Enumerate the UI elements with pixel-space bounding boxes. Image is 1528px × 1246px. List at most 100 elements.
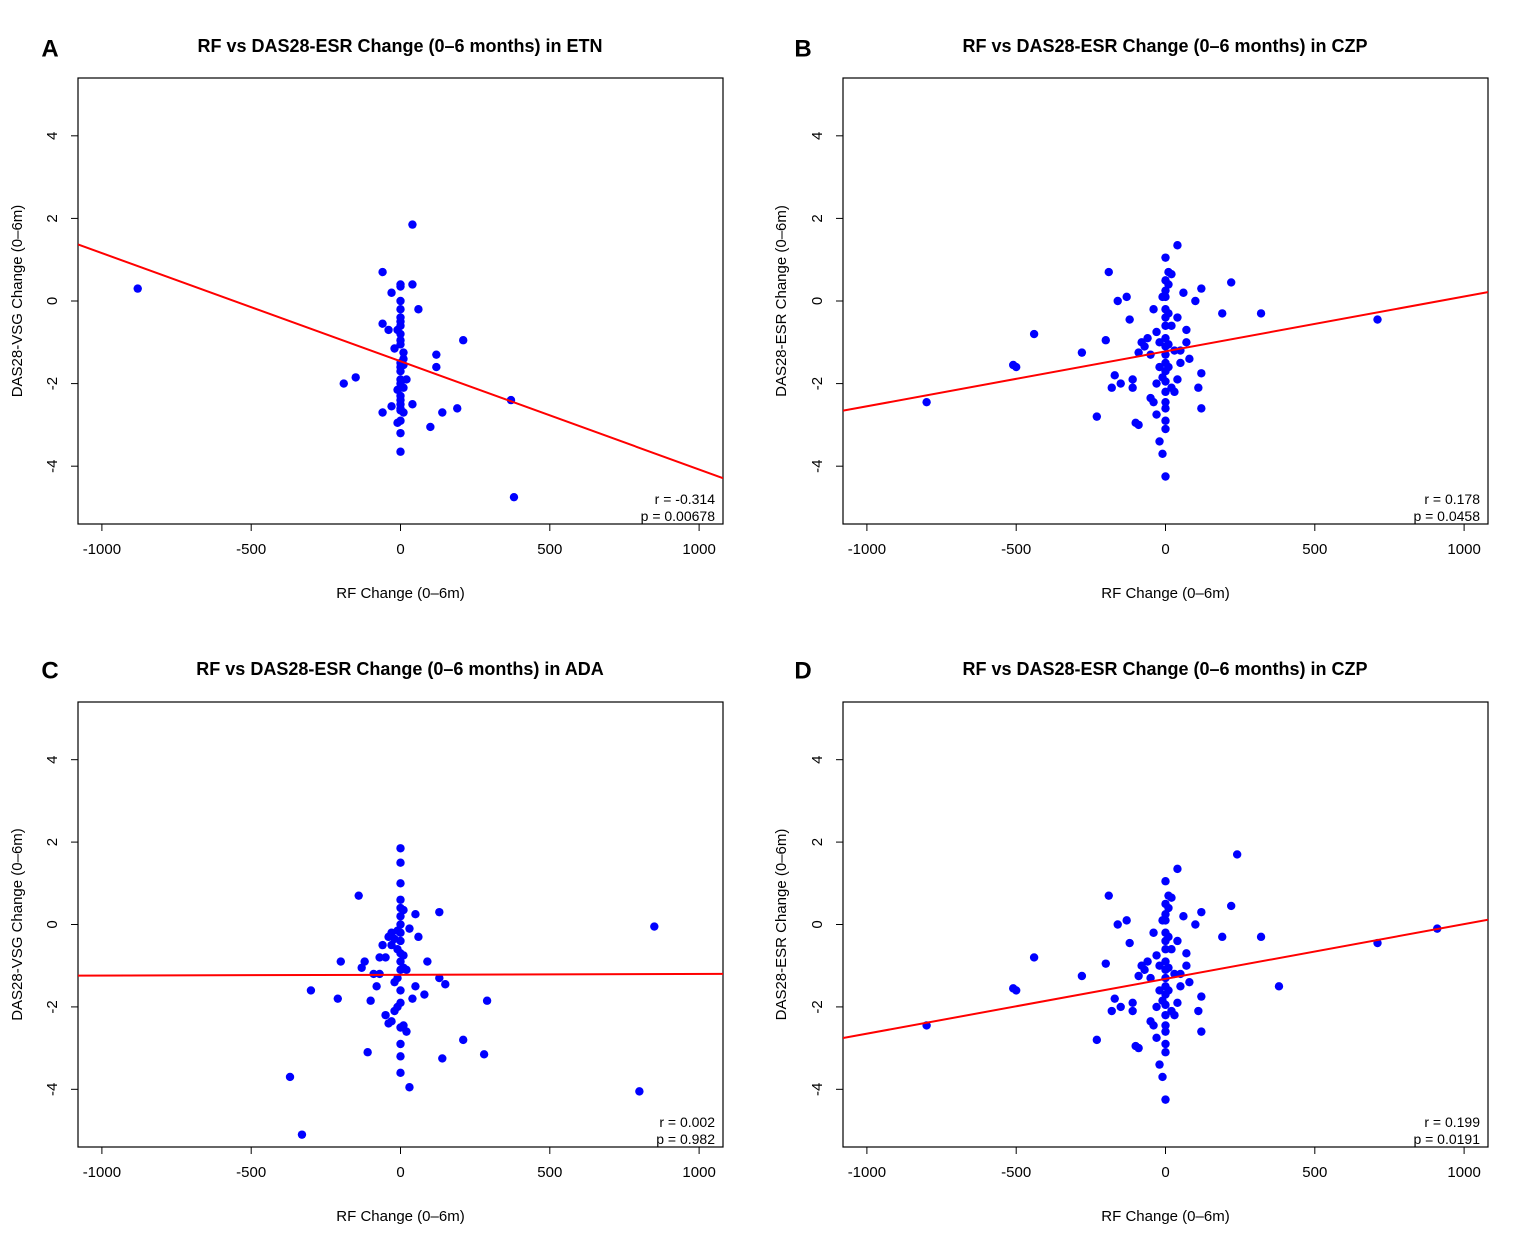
data-point (1161, 472, 1170, 481)
data-point (378, 940, 387, 950)
data-point (1161, 387, 1170, 397)
data-point (396, 305, 405, 314)
data-point (1161, 416, 1170, 425)
data-point (1164, 309, 1173, 318)
data-point (1167, 893, 1176, 902)
data-point (1134, 420, 1143, 430)
data-point (1161, 424, 1170, 434)
data-point (1113, 920, 1122, 929)
data-point (441, 980, 450, 989)
panel-d: D RF vs DAS28-ESR Change (0–6 months) in … (773, 657, 1489, 1225)
data-point (414, 305, 423, 314)
data-point (1134, 348, 1143, 357)
data-point (1110, 371, 1119, 380)
data-point (1155, 338, 1164, 347)
y-tick-label: -4 (809, 460, 826, 473)
data-point (405, 1083, 414, 1092)
data-point (1149, 305, 1158, 314)
panel-letter: A (41, 35, 58, 62)
data-point (1140, 342, 1149, 351)
data-point (1161, 397, 1170, 407)
data-point (1029, 953, 1039, 962)
data-point (1182, 325, 1191, 335)
data-point (1173, 375, 1182, 384)
data-point (1110, 994, 1119, 1003)
data-point (1011, 986, 1021, 995)
data-point (396, 858, 405, 867)
data-point (378, 319, 387, 328)
y-tick-label: -2 (44, 377, 61, 390)
chart-title: RF vs DAS28-ESR Change (0–6 months) in E… (197, 36, 602, 56)
data-point (381, 953, 390, 962)
data-point (1011, 362, 1021, 372)
data-point (133, 284, 142, 293)
y-axis-label: DAS28-VSG Change (0–6m) (9, 205, 26, 398)
regression-line (78, 243, 723, 480)
y-tick-label: 2 (44, 214, 61, 222)
y-tick-label: -4 (44, 460, 61, 473)
data-point (1226, 278, 1236, 287)
data-point (1170, 387, 1179, 397)
regression-line (843, 291, 1488, 412)
data-point (396, 844, 405, 853)
data-point (922, 397, 931, 407)
data-point (1170, 1010, 1179, 1020)
data-point (360, 957, 369, 966)
data-point (396, 936, 405, 946)
points-layer (922, 241, 1382, 481)
data-point (459, 336, 468, 345)
data-point (396, 879, 405, 888)
data-point (438, 408, 447, 417)
data-point (1161, 1027, 1170, 1036)
data-point (1161, 253, 1170, 262)
data-point (387, 1017, 396, 1026)
y-axis-label: DAS28-ESR Change (0–6m) (773, 829, 790, 1021)
y-tick-label: 2 (809, 214, 826, 222)
data-point (396, 1068, 405, 1078)
data-point (1164, 903, 1173, 913)
data-point (414, 932, 423, 942)
data-point (1173, 998, 1182, 1007)
data-point (1152, 410, 1161, 419)
data-point (408, 400, 417, 409)
data-point (1152, 379, 1161, 388)
data-point (339, 379, 348, 388)
data-point (1197, 369, 1206, 378)
data-point (393, 418, 402, 428)
x-tick-label: -500 (1001, 1164, 1031, 1181)
data-point (1161, 1010, 1170, 1020)
y-tick-label: 4 (44, 132, 61, 140)
x-tick-label: 0 (396, 541, 404, 558)
data-point (1194, 383, 1203, 392)
data-point (1107, 383, 1116, 392)
data-point (1158, 1072, 1167, 1082)
data-point (1182, 338, 1191, 347)
correlation-r: r = 0.178 (1424, 491, 1480, 507)
data-point (1158, 449, 1167, 458)
chart-title: RF vs DAS28-ESR Change (0–6 months) in A… (196, 659, 603, 679)
data-point (1161, 877, 1170, 886)
data-point (396, 428, 405, 438)
data-point (1274, 982, 1284, 991)
data-point (1167, 269, 1176, 279)
data-point (1101, 959, 1110, 968)
data-point (1179, 912, 1188, 921)
data-point (1161, 292, 1170, 302)
data-point (435, 973, 444, 983)
data-point (390, 344, 399, 353)
data-point (1373, 315, 1382, 324)
data-point (1194, 1006, 1203, 1016)
data-point (1152, 951, 1161, 960)
data-point (1256, 309, 1266, 318)
data-point (396, 296, 405, 306)
data-point (393, 973, 402, 983)
correlation-r: r = -0.314 (655, 491, 716, 507)
data-point (1152, 1002, 1161, 1012)
data-point (1155, 986, 1164, 995)
x-tick-label: 0 (396, 1164, 404, 1181)
data-point (378, 267, 387, 277)
data-point (408, 280, 417, 289)
data-point (1161, 916, 1170, 925)
x-tick-label: -500 (236, 541, 266, 558)
